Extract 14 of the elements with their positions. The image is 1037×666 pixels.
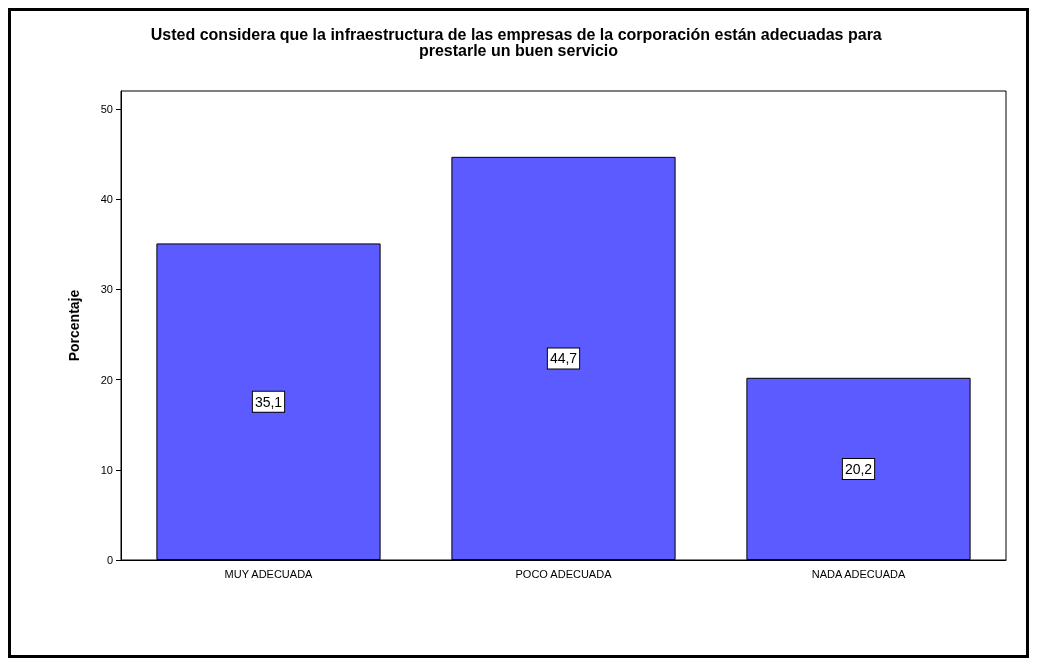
- y-axis-title: Porcentaje: [66, 289, 82, 362]
- y-tick-label: 40: [100, 193, 113, 206]
- x-tick-label: MUY ADECUADA: [224, 567, 314, 580]
- y-tick-label: 30: [100, 283, 113, 296]
- data-label: 35,1: [254, 393, 283, 410]
- x-tick-label: POCO ADECUADA: [515, 567, 613, 580]
- chart-title: Usted considera que la infraestructura de las empresas de la corporación están adecuadas para prestarle un buen servicio: [150, 25, 887, 59]
- y-tick-label: 0: [106, 554, 113, 566]
- y-tick-label: 50: [100, 103, 113, 116]
- x-tick-label: NADA ADECUADA: [811, 567, 906, 580]
- data-label: 44,7: [549, 350, 578, 367]
- y-tick-label: 10: [100, 463, 113, 476]
- y-tick-label: 20: [100, 373, 113, 386]
- data-label: 20,2: [844, 460, 873, 477]
